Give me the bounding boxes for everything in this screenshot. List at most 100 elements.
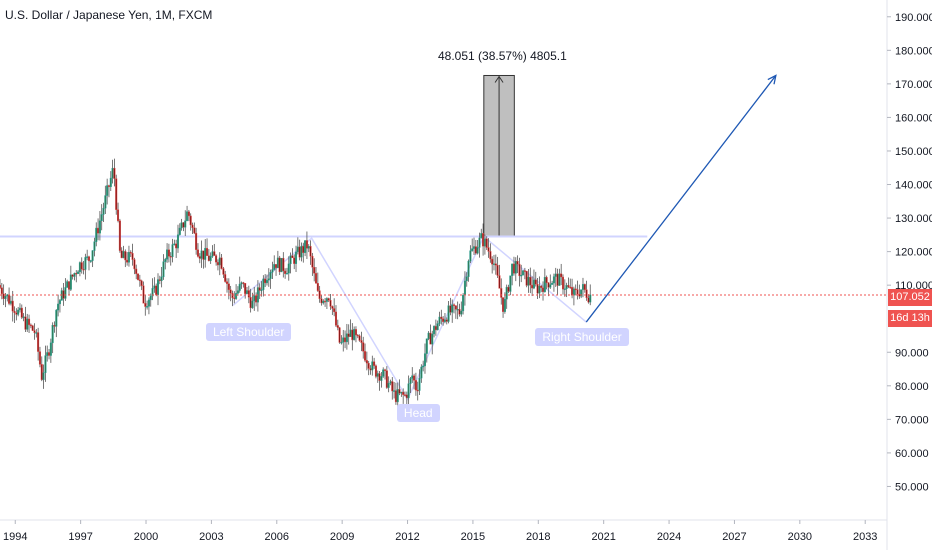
candle-up bbox=[95, 227, 98, 242]
candle-down bbox=[8, 294, 11, 304]
candle-up bbox=[480, 233, 483, 239]
candle-down bbox=[385, 370, 388, 388]
candle-down bbox=[402, 391, 405, 395]
candle-up bbox=[431, 333, 434, 345]
y-tick-label: 180.000 bbox=[895, 45, 932, 57]
candle-down bbox=[378, 373, 381, 381]
candle-up bbox=[245, 290, 248, 294]
candle-down bbox=[15, 312, 18, 315]
y-tick-label: 150.000 bbox=[895, 146, 932, 158]
candle-down bbox=[142, 285, 145, 304]
x-axis-ticks: 1994 1997 2000 2003 2006 2009 2012 2015 2018 2021… bbox=[3, 520, 877, 543]
candle-up bbox=[287, 263, 290, 274]
x-tick-label: 2030 bbox=[788, 531, 812, 543]
candle-up bbox=[276, 257, 279, 269]
candle-down bbox=[482, 233, 485, 247]
candle-up bbox=[262, 278, 265, 290]
candle-up bbox=[209, 256, 212, 261]
candle-down bbox=[336, 325, 339, 328]
x-tick-label: 2009 bbox=[330, 531, 354, 543]
candle-down bbox=[351, 329, 354, 341]
candle-up bbox=[345, 333, 348, 343]
candle-down bbox=[502, 297, 505, 312]
candle-down bbox=[494, 263, 497, 266]
candle-up bbox=[9, 300, 12, 304]
candle-up bbox=[184, 220, 187, 228]
candle-up bbox=[147, 299, 150, 307]
candle-up bbox=[42, 372, 45, 380]
candlestick-series bbox=[0, 158, 592, 413]
candle-down bbox=[485, 238, 488, 248]
candle-up bbox=[456, 309, 459, 311]
y-tick-label: 130.000 bbox=[895, 213, 932, 225]
candle-up bbox=[269, 271, 272, 279]
candle-up bbox=[411, 375, 414, 379]
candle-down bbox=[302, 245, 305, 253]
candle-up bbox=[157, 279, 160, 295]
candle-down bbox=[344, 337, 347, 343]
candle-up bbox=[4, 295, 7, 299]
candle-up bbox=[166, 249, 169, 260]
candle-up bbox=[102, 207, 105, 215]
candle-down bbox=[347, 333, 350, 338]
candle-down bbox=[53, 324, 56, 327]
candle-down bbox=[138, 279, 141, 282]
candle-down bbox=[33, 330, 36, 333]
projection-arrow-head bbox=[767, 74, 777, 85]
candle-up bbox=[304, 240, 307, 253]
candle-up bbox=[527, 276, 530, 286]
candle-up bbox=[467, 260, 470, 277]
candle-down bbox=[275, 264, 278, 269]
candle-up bbox=[295, 251, 298, 264]
x-tick-label: 2018 bbox=[526, 531, 550, 543]
candle-down bbox=[583, 284, 586, 290]
y-tick-label: 140.000 bbox=[895, 180, 932, 192]
candle-up bbox=[532, 279, 535, 289]
candle-down bbox=[574, 288, 577, 290]
candle-up bbox=[425, 338, 428, 354]
candle-up bbox=[505, 286, 508, 300]
candle-down bbox=[140, 280, 143, 286]
candle-up bbox=[462, 295, 465, 312]
candle-up bbox=[111, 167, 114, 179]
candle-up bbox=[58, 300, 61, 305]
candle-up bbox=[387, 383, 390, 388]
candle-down bbox=[226, 281, 229, 284]
candle-up bbox=[93, 241, 96, 251]
candle-up bbox=[84, 257, 87, 270]
x-tick-label: 1997 bbox=[68, 531, 92, 543]
candle-up bbox=[376, 373, 379, 377]
candle-up bbox=[503, 298, 506, 312]
candle-down bbox=[449, 305, 452, 313]
candle-down bbox=[0, 284, 2, 288]
candle-down bbox=[534, 279, 537, 285]
candle-up bbox=[509, 275, 512, 292]
candle-down bbox=[155, 285, 158, 295]
candle-down bbox=[71, 274, 74, 277]
candle-down bbox=[556, 273, 559, 286]
candle-down bbox=[587, 297, 590, 303]
candle-up bbox=[6, 294, 9, 297]
candle-down bbox=[358, 335, 361, 341]
x-tick-label: 2033 bbox=[853, 531, 877, 543]
candle-up bbox=[447, 305, 450, 322]
candle-down bbox=[0, 287, 3, 295]
candle-down bbox=[244, 283, 247, 294]
candle-up bbox=[69, 274, 72, 290]
candle-up bbox=[371, 361, 374, 371]
candle-up bbox=[176, 234, 179, 249]
x-tick-label: 2006 bbox=[265, 531, 289, 543]
candle-down bbox=[278, 257, 281, 273]
candle-down bbox=[542, 287, 545, 293]
candle-down bbox=[315, 273, 318, 284]
candle-down bbox=[545, 277, 548, 283]
candle-down bbox=[416, 389, 419, 392]
candle-up bbox=[563, 288, 566, 290]
candle-down bbox=[311, 255, 314, 268]
candle-down bbox=[229, 289, 232, 294]
candle-down bbox=[327, 298, 330, 301]
candle-down bbox=[331, 306, 334, 309]
candle-down bbox=[258, 287, 261, 291]
candle-down bbox=[324, 300, 327, 303]
